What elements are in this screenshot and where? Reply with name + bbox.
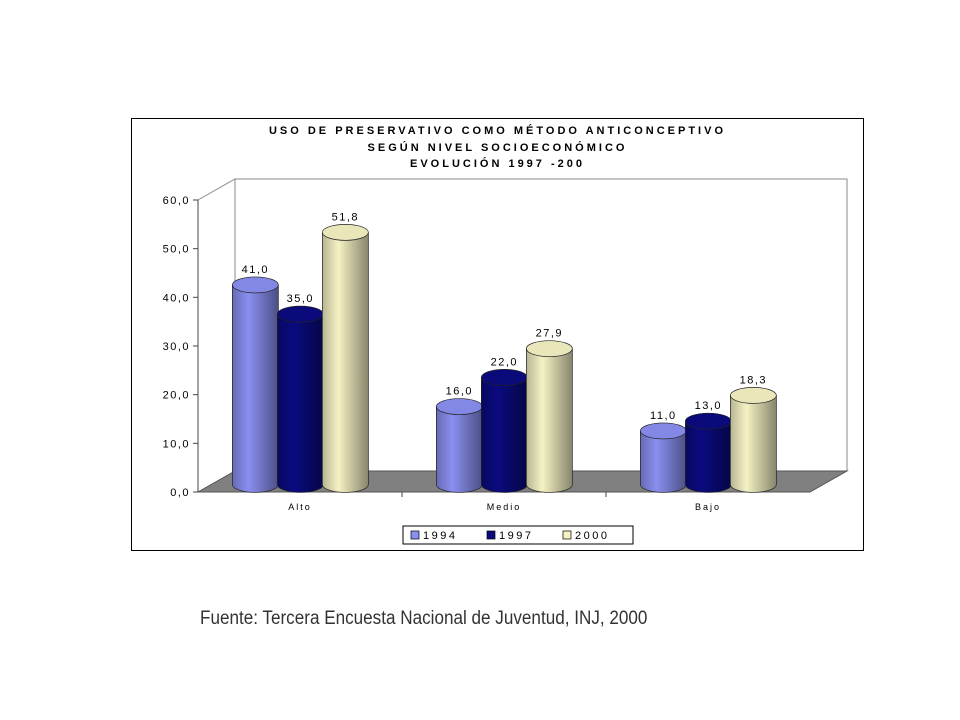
data-label: 35,0: [287, 293, 314, 305]
bar-2000-Alto: [322, 232, 369, 493]
bar-top-2000-Alto: [322, 224, 369, 241]
legend-label-2000: 2000: [575, 530, 609, 542]
y-tick-label: 10,0: [163, 438, 190, 450]
data-label: 11,0: [650, 410, 677, 422]
data-label: 27,9: [536, 328, 563, 340]
bar-1997-Medio: [481, 377, 528, 493]
legend-swatch-1994: [410, 530, 420, 540]
bar-2000-Medio: [526, 348, 573, 493]
chart-title-line-2: SEGÚN NIVEL SOCIOECONÓMICO: [367, 142, 628, 154]
data-label: 13,0: [695, 400, 722, 412]
data-label: 41,0: [242, 264, 269, 276]
bar-1997-Bajo: [685, 420, 732, 493]
legend-label-1997: 1997: [499, 530, 533, 542]
data-label: 18,3: [740, 374, 767, 386]
y-tick-label: 20,0: [163, 390, 190, 402]
x-tick-label: Bajo: [695, 502, 721, 512]
bar-top-2000-Medio: [526, 340, 573, 358]
y-tick-label: 50,0: [163, 244, 190, 256]
bar-top-2000-Bajo: [729, 387, 777, 404]
y-tick-label: 0,0: [170, 487, 190, 499]
y-tick-label: 60,0: [163, 195, 190, 207]
bar-2000-Bajo: [730, 395, 777, 493]
bar-1994-Alto: [232, 284, 279, 493]
bar-top-1997-Bajo: [684, 412, 732, 430]
x-tick-label: Medio: [487, 502, 522, 512]
legend-swatch-1997: [486, 530, 496, 540]
bar-top-1994-Bajo: [639, 422, 687, 440]
chart-title-line-1: USO DE PRESERVATIVO COMO MÉTODO ANTICONC…: [268, 125, 727, 137]
y-tick-label: 40,0: [163, 292, 190, 304]
x-tick-label: Alto: [288, 502, 312, 512]
back-wall: [235, 178, 848, 471]
bar-1997-Alto: [277, 313, 324, 493]
chart-plot: 0,0 10,0 20,0 30,0 40,0 50,0 60,0 Alto Medio Bajo…: [163, 178, 849, 545]
legend-label-1994: 1994: [423, 530, 457, 542]
chart-frame: USO DE PRESERVATIVO COMO MÉTODO ANTICONC…: [131, 118, 864, 551]
bar-1994-Medio: [436, 406, 483, 493]
side-wall: [197, 178, 236, 471]
data-label: 16,0: [446, 386, 473, 398]
bar-top-1997-Alto: [277, 305, 324, 323]
chart-title-line-3: EVOLUCIÓN 1997 -200: [410, 158, 585, 170]
bar-top-1994-Medio: [436, 398, 483, 415]
source-note: Fuente: Tercera Encuesta Nacional de Juv…: [200, 608, 648, 629]
data-label: 51,8: [332, 211, 359, 223]
y-tick-label: 30,0: [163, 341, 190, 353]
legend-swatch-2000: [562, 530, 572, 540]
bar-1994-Bajo: [640, 430, 687, 493]
data-label: 22,0: [491, 356, 518, 368]
bar-top-1997-Medio: [481, 369, 528, 386]
legend-box: [402, 525, 634, 545]
bar-top-1994-Alto: [231, 276, 279, 294]
